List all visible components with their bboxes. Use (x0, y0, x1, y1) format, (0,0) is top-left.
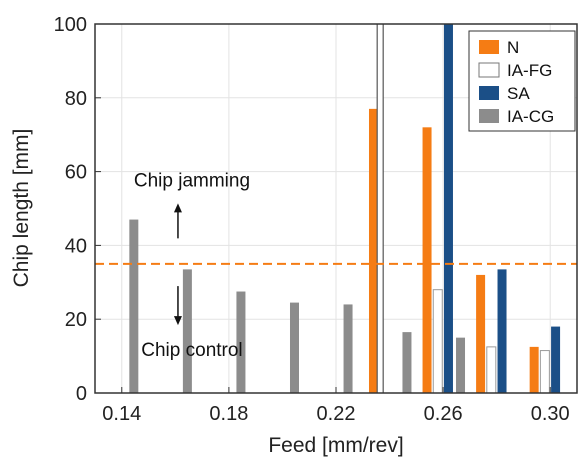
y-tick-label: 20 (65, 309, 87, 331)
x-tick-label: 0.26 (424, 403, 463, 425)
arrow-down-head (173, 316, 182, 326)
x-tick-label: 0.22 (317, 403, 356, 425)
y-tick-label: 40 (65, 235, 87, 257)
y-tick-label: 60 (65, 162, 87, 184)
y-tick-label: 0 (76, 383, 87, 405)
legend-label-ia-fg: IA-FG (507, 61, 552, 80)
bar-ia-fg (539, 350, 550, 394)
ticks: 0 20 40 60 80 100 0.14 0.18 0.22 0.26 0.30 (54, 14, 570, 425)
legend-swatch-ia-fg (478, 62, 500, 78)
bar-n (368, 108, 378, 394)
bar-n (476, 274, 486, 393)
bars (129, 24, 561, 394)
legend-swatch-ia-cg (479, 109, 499, 123)
legend-swatch-n (479, 40, 499, 54)
legend-label-ia-cg: IA-CG (507, 107, 554, 126)
legend-label-sa: SA (507, 84, 530, 103)
bar-ia-cg (129, 219, 139, 393)
bar-ia-cg (236, 291, 246, 393)
bar-ia-cg (182, 269, 192, 393)
y-axis-label: Chip length [mm] (10, 129, 33, 288)
y-tick-label: 100 (54, 14, 87, 36)
bar-ia-cg (402, 332, 412, 393)
annotation-label: Chip control (141, 340, 242, 361)
bar-ia-fg (486, 346, 497, 394)
arrow-up-head (173, 203, 182, 213)
annotation-label: Chip jamming (134, 170, 250, 191)
bar-sa (551, 326, 561, 393)
bar-n (422, 127, 432, 393)
legend-label-n: N (507, 38, 519, 57)
overlays: Chip jamming Chip control (95, 24, 577, 393)
bar-ia-cg (289, 302, 299, 393)
x-tick-label: 0.14 (102, 403, 141, 425)
x-tick-label: 0.30 (531, 403, 570, 425)
legend: N IA-FG SA IA-CG (468, 30, 576, 132)
bar-ia-fg (432, 289, 443, 394)
y-tick-label: 80 (65, 88, 87, 110)
bar-n (529, 346, 539, 393)
grid (95, 23, 577, 394)
bar-ia-cg (456, 337, 466, 393)
separator-gap (377, 24, 384, 393)
x-tick-label: 0.18 (209, 403, 248, 425)
bar-sa (497, 269, 507, 393)
bar-ia-cg (343, 304, 353, 393)
x-axis-label: Feed [mm/rev] (268, 434, 403, 457)
legend-swatch-sa (479, 86, 499, 100)
bar-sa (443, 24, 453, 393)
